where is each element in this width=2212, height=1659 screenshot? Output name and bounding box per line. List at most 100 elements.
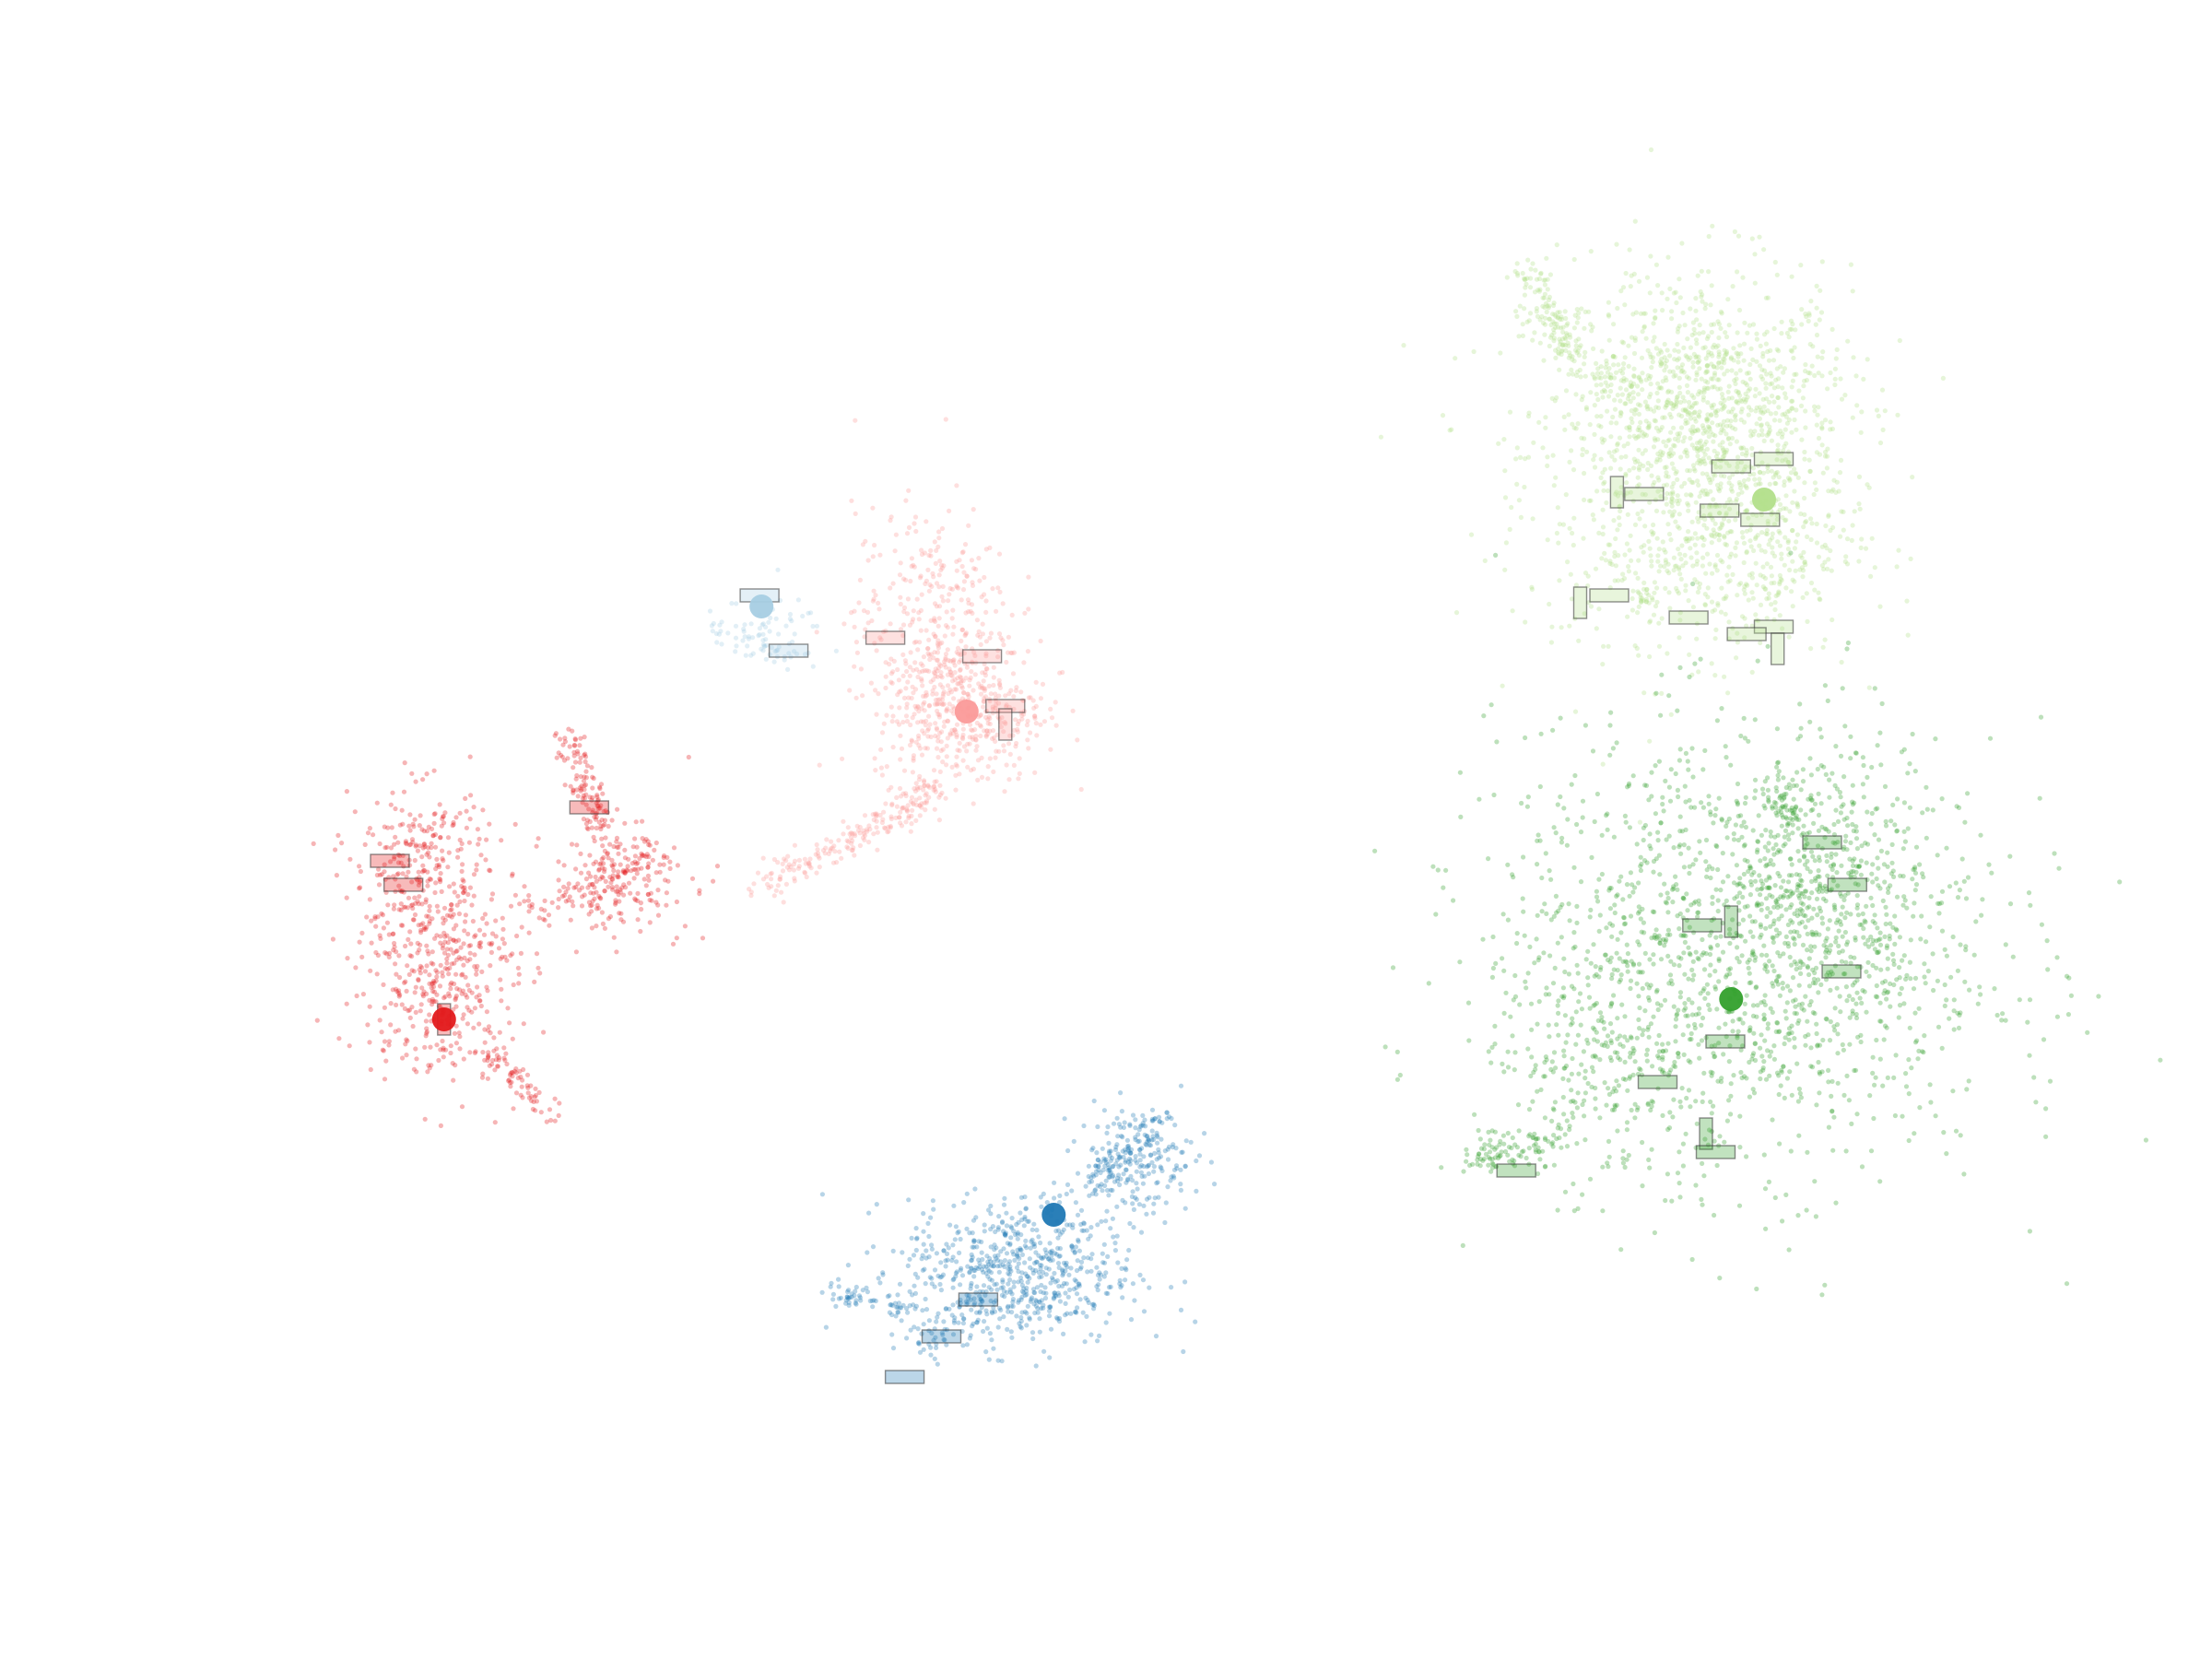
scatter-point-dark-green [1771, 1056, 1777, 1062]
scatter-point-dark-green [1839, 863, 1844, 868]
scatter-point-light-red [958, 657, 963, 663]
scatter-point-dark-green [1675, 1011, 1680, 1017]
scatter-point-dark-green [1762, 856, 1768, 862]
scatter-point-light-green [1568, 571, 1573, 577]
scatter-point-dark-green [1712, 986, 1719, 992]
scatter-point-light-green [1705, 400, 1711, 406]
scatter-point-light-green [1622, 355, 1628, 360]
scatter-point-dark-green [1808, 797, 1815, 803]
scatter-point-light-red [861, 608, 867, 614]
scatter-point-light-green [1595, 366, 1601, 371]
scatter-point-light-red [1032, 713, 1038, 720]
scatter-point-dark-green [1620, 1148, 1626, 1154]
scatter-point-dark-green [1712, 1042, 1718, 1048]
scatter-point-dark-green [1475, 1161, 1480, 1167]
scatter-point-dark-green [1607, 723, 1613, 728]
scatter-point-light-red [917, 803, 923, 808]
scatter-point-light-red [903, 577, 909, 583]
scatter-point-dark-green [1696, 910, 1701, 915]
scatter-point-dark-green [1771, 904, 1777, 910]
scatter-point-light-red [934, 779, 939, 784]
scatter-point-dark-green [1546, 1138, 1551, 1144]
scatter-point-dark-green [1827, 972, 1832, 978]
scatter-point-light-green [1809, 363, 1815, 369]
scatter-point-dark-green [1958, 1010, 1963, 1016]
scatter-point-light-green [1613, 370, 1619, 375]
scatter-point-light-green [1642, 311, 1648, 316]
scatter-point-dark-green [1718, 1079, 1724, 1085]
scatter-point-light-red [936, 794, 942, 800]
scatter-point-light-green [1721, 447, 1726, 453]
scatter-point-light-green [1626, 363, 1631, 369]
scatter-point-dark-green [1897, 935, 1902, 940]
scatter-point-light-green [1824, 453, 1830, 459]
scatter-point-light-red [924, 791, 929, 796]
scatter-point-light-red [937, 697, 943, 702]
scatter-point-dark-green [1596, 974, 1602, 980]
scatter-point-dark-green [1514, 940, 1520, 947]
scatter-point-light-green [1571, 359, 1577, 364]
scatter-point-light-green [1719, 585, 1724, 591]
scatter-point-dark-green [1574, 821, 1580, 828]
scatter-point-dark-green [1511, 875, 1516, 880]
scatter-point-light-green [1640, 371, 1645, 376]
scatter-point-dark-green [1573, 1041, 1579, 1047]
scatter-point-dark-green [1823, 949, 1829, 955]
scatter-point-dark-green [1886, 889, 1891, 896]
scatter-point-dark-green [1597, 1010, 1604, 1016]
scatter-point-dark-green [1797, 872, 1803, 878]
scatter-point-dark-green [1875, 743, 1880, 748]
scatter-point-dark-green [1903, 1084, 1910, 1089]
scatter-point-dark-green [1786, 837, 1792, 842]
scatter-point-light-green [1574, 307, 1580, 312]
scatter-point-dark-green [1889, 860, 1895, 865]
scatter-point-light-green [1627, 547, 1632, 553]
scatter-point-light-green [1629, 335, 1635, 340]
scatter-point-dark-green [1488, 702, 1494, 708]
scatter-point-light-red [892, 548, 898, 554]
scatter-point-light-green [1664, 501, 1669, 507]
scatter-point-light-green [1828, 527, 1833, 534]
scatter-point-light-red [1048, 706, 1053, 712]
scatter-point-light-green [1583, 405, 1589, 410]
scatter-point-dark-green [1792, 806, 1797, 812]
scatter-point-dark-green [1622, 921, 1629, 926]
scatter-point-light-green [1630, 312, 1636, 317]
scatter-point-dark-green [1884, 1025, 1889, 1030]
scatter-point-dark-green [1805, 1149, 1810, 1155]
scatter-point-light-green [1757, 405, 1762, 410]
scatter-point-light-green [1807, 341, 1813, 347]
scatter-point-light-green [1708, 512, 1713, 517]
scatter-point-dark-green [1710, 1070, 1715, 1076]
scatter-point-dark-green [2025, 1019, 2030, 1025]
scatter-point-light-green [1659, 349, 1665, 355]
scatter-point-dark-green [1509, 1145, 1514, 1151]
scatter-point-light-green [1798, 263, 1804, 268]
scatter-point-light-green [1543, 425, 1548, 430]
scatter-point-light-green [1814, 422, 1819, 428]
scatter-point-light-green [1628, 284, 1633, 289]
scatter-point-light-red [981, 686, 986, 691]
scatter-point-light-green [1803, 408, 1808, 414]
scatter-point-dark-green [1874, 949, 1880, 956]
scatter-point-light-green [1675, 493, 1680, 499]
scatter-point-light-green [1583, 373, 1588, 379]
scatter-point-light-green [1638, 592, 1643, 597]
scatter-point-light-green [1647, 351, 1653, 357]
scatter-point-light-green [1640, 595, 1645, 602]
scatter-point-dark-green [1862, 989, 1867, 994]
scatter-point-dark-green [1768, 857, 1773, 864]
scatter-point-light-red [934, 746, 940, 751]
scatter-point-dark-green [1694, 1121, 1700, 1126]
scatter-point-light-green [1691, 394, 1697, 400]
scatter-point-dark-green [1707, 951, 1713, 958]
scatter-point-light-green [1826, 557, 1831, 562]
scatter-point-light-red [943, 795, 948, 801]
scatter-point-light-green [1610, 354, 1616, 359]
scatter-point-dark-green [1723, 974, 1729, 980]
scatter-point-light-red [959, 550, 965, 556]
scatter-point-dark-green [1771, 983, 1776, 989]
scatter-point-light-green [1772, 472, 1779, 477]
scatter-point-dark-green [1846, 1098, 1852, 1103]
scatter-point-light-red [998, 724, 1004, 730]
